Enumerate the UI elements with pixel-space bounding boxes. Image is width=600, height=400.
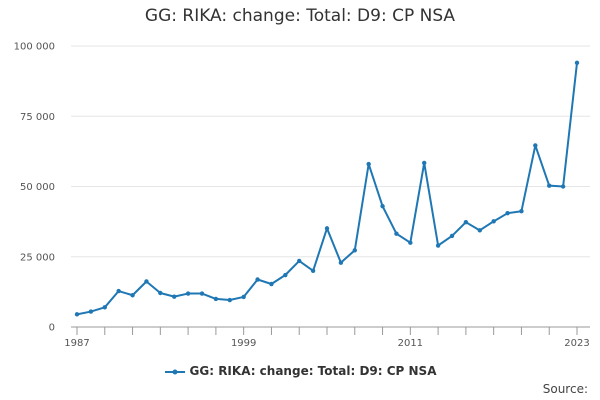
data-point	[158, 290, 163, 296]
data-point	[310, 268, 316, 273]
data-point	[560, 184, 566, 189]
data-point	[199, 291, 205, 296]
legend-marker-icon	[164, 369, 185, 374]
y-tick-label: 100 000	[14, 42, 55, 53]
data-point	[463, 219, 469, 225]
data-point	[547, 183, 552, 188]
y-tick-label: 0	[49, 323, 55, 334]
y-tick-label: 75 000	[20, 112, 55, 123]
data-point	[172, 294, 177, 299]
data-point	[477, 228, 482, 233]
legend: GG: RIKA: change: Total: D9: CP NSA	[0, 364, 600, 378]
data-point	[227, 297, 232, 303]
data-point	[505, 210, 510, 216]
data-point	[352, 248, 357, 253]
data-point	[185, 291, 191, 296]
data-point	[88, 309, 94, 314]
data-point	[533, 143, 538, 148]
source-note: Source:	[542, 382, 588, 396]
data-point	[380, 203, 385, 209]
data-point	[324, 226, 330, 231]
data-point	[338, 260, 344, 265]
y-tick-label: 50 000	[20, 182, 55, 193]
data-point	[449, 233, 455, 239]
data-point	[297, 258, 302, 264]
x-tick-label: 2011	[398, 338, 423, 349]
legend-label: GG: RIKA: change: Total: D9: CP NSA	[189, 364, 437, 378]
x-tick-label: 1999	[231, 338, 256, 349]
data-point	[366, 161, 371, 167]
data-point	[519, 209, 524, 214]
data-point	[422, 160, 427, 166]
data-point	[241, 294, 246, 300]
chart-title: GG: RIKA: change: Total: D9: CP NSA	[144, 6, 456, 26]
x-tick-label: 1987	[64, 338, 89, 349]
y-tick-label: 25 000	[20, 252, 55, 263]
data-point	[130, 293, 135, 298]
data-point	[283, 272, 288, 278]
data-point	[394, 231, 399, 236]
data-point	[144, 279, 149, 284]
series-line	[76, 62, 578, 316]
data-point	[491, 219, 496, 224]
data-point	[408, 240, 413, 245]
data-point	[74, 312, 80, 317]
data-point	[269, 281, 274, 287]
data-point	[435, 243, 441, 248]
data-point	[213, 296, 219, 302]
data-point	[574, 60, 580, 66]
data-point	[116, 288, 121, 294]
data-point	[255, 277, 260, 282]
data-point	[102, 305, 107, 310]
x-tick-label: 2023	[564, 338, 589, 349]
